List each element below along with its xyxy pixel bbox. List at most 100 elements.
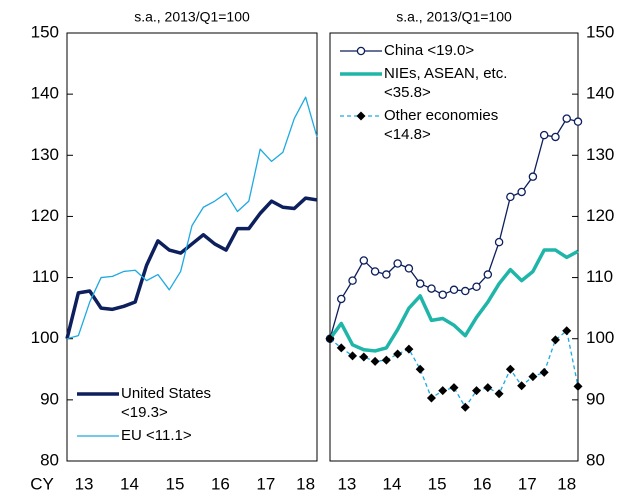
point (472, 386, 482, 396)
point (438, 290, 447, 299)
point (449, 285, 459, 295)
subtitle: s.a., 2013/Q1=100 (396, 9, 512, 25)
legend-marker (356, 46, 366, 56)
point (415, 364, 425, 374)
x-tick-label: 17 (518, 474, 537, 493)
series-line (329, 330, 579, 408)
x-tick-label: 15 (165, 474, 184, 493)
legend: United States <19.3> EU <11.1> (75, 384, 261, 449)
point (381, 355, 391, 365)
y-tick-label: 140 (31, 84, 59, 103)
legend-label: Other economies <14.8> (384, 107, 499, 143)
point (325, 334, 335, 344)
y-tick-label: 100 (586, 328, 614, 347)
point (472, 282, 481, 291)
legend-swatch (77, 435, 119, 437)
series-line (329, 117, 579, 339)
point (551, 132, 560, 142)
point (539, 130, 549, 140)
y-tick-label: 110 (586, 267, 613, 286)
y-tick-label: 110 (32, 267, 59, 286)
x-tick-label: 16 (473, 474, 492, 493)
panel-frame (329, 32, 579, 462)
point (562, 326, 572, 336)
legend-marker (356, 111, 366, 121)
point (573, 117, 583, 126)
legend-entry: China <19.0> (338, 41, 524, 60)
point (415, 279, 425, 288)
x-tick-label: 14 (120, 474, 139, 493)
point (494, 389, 504, 399)
point (506, 192, 515, 202)
legend-swatch (340, 46, 382, 56)
series-line (328, 248, 579, 353)
legend-entry: United States <19.3> (75, 384, 261, 422)
point (573, 381, 583, 391)
y-tick-label: 90 (40, 389, 59, 408)
point (528, 172, 538, 181)
point (449, 383, 459, 393)
y-tick-label: 120 (31, 206, 59, 225)
legend-swatch (340, 72, 382, 76)
x-tick-label: 13 (75, 474, 94, 493)
x-axis-label: CY (30, 474, 54, 493)
point (483, 383, 493, 393)
point (348, 276, 357, 285)
y-tick-label: 120 (586, 206, 614, 225)
point (404, 344, 414, 354)
point (359, 352, 369, 362)
y-tick-label: 100 (31, 328, 59, 347)
series-line (65, 196, 318, 340)
point (393, 259, 402, 268)
point (517, 381, 527, 391)
legend-entry: NIEs, ASEAN, etc. <35.8> (338, 64, 524, 102)
subtitle: s.a., 2013/Q1=100 (134, 9, 250, 25)
legend-label: United States <19.3> (121, 385, 212, 421)
point (382, 270, 391, 279)
y-tick-label: 80 (586, 450, 605, 469)
point (404, 264, 414, 273)
panel-frame (66, 32, 318, 462)
y-tick-label: 90 (586, 389, 605, 408)
legend-label: China <19.0> (384, 42, 475, 59)
point (539, 367, 549, 377)
x-tick-label: 16 (211, 474, 230, 493)
point (494, 237, 504, 247)
x-tick-label: 18 (296, 474, 315, 493)
point (426, 393, 436, 403)
point (562, 114, 571, 123)
point (348, 351, 358, 361)
x-tick-label: 18 (557, 474, 576, 493)
y-tick-label: 130 (586, 145, 614, 164)
legend-swatch (77, 392, 119, 396)
point (550, 335, 560, 345)
point (438, 386, 448, 396)
x-tick-label: 17 (256, 474, 275, 493)
x-tick-label: 13 (337, 474, 356, 493)
series-line (66, 96, 318, 340)
point (370, 356, 380, 366)
point (370, 267, 380, 276)
point (483, 270, 493, 279)
y-tick-label: 140 (586, 84, 614, 103)
y-tick-label: 150 (586, 22, 614, 41)
legend-entry: Other economies <14.8> (338, 106, 524, 144)
point (461, 286, 470, 296)
point (460, 402, 470, 412)
point (528, 372, 538, 382)
point (337, 294, 346, 304)
legend-label: NIEs, ASEAN, etc. <35.8> (384, 65, 508, 101)
point (427, 284, 436, 293)
legend: China <19.0> NIEs, ASEAN, etc. <35.8> Othe… (338, 41, 524, 148)
point (359, 256, 369, 265)
point (336, 343, 346, 353)
legend-entry: EU <11.1> (75, 426, 261, 445)
legend-label: EU <11.1> (121, 427, 192, 444)
point (517, 187, 526, 197)
x-tick-label: 14 (383, 474, 402, 493)
legend-swatch (340, 111, 382, 121)
y-tick-label: 80 (40, 450, 59, 469)
y-tick-label: 130 (31, 145, 59, 164)
